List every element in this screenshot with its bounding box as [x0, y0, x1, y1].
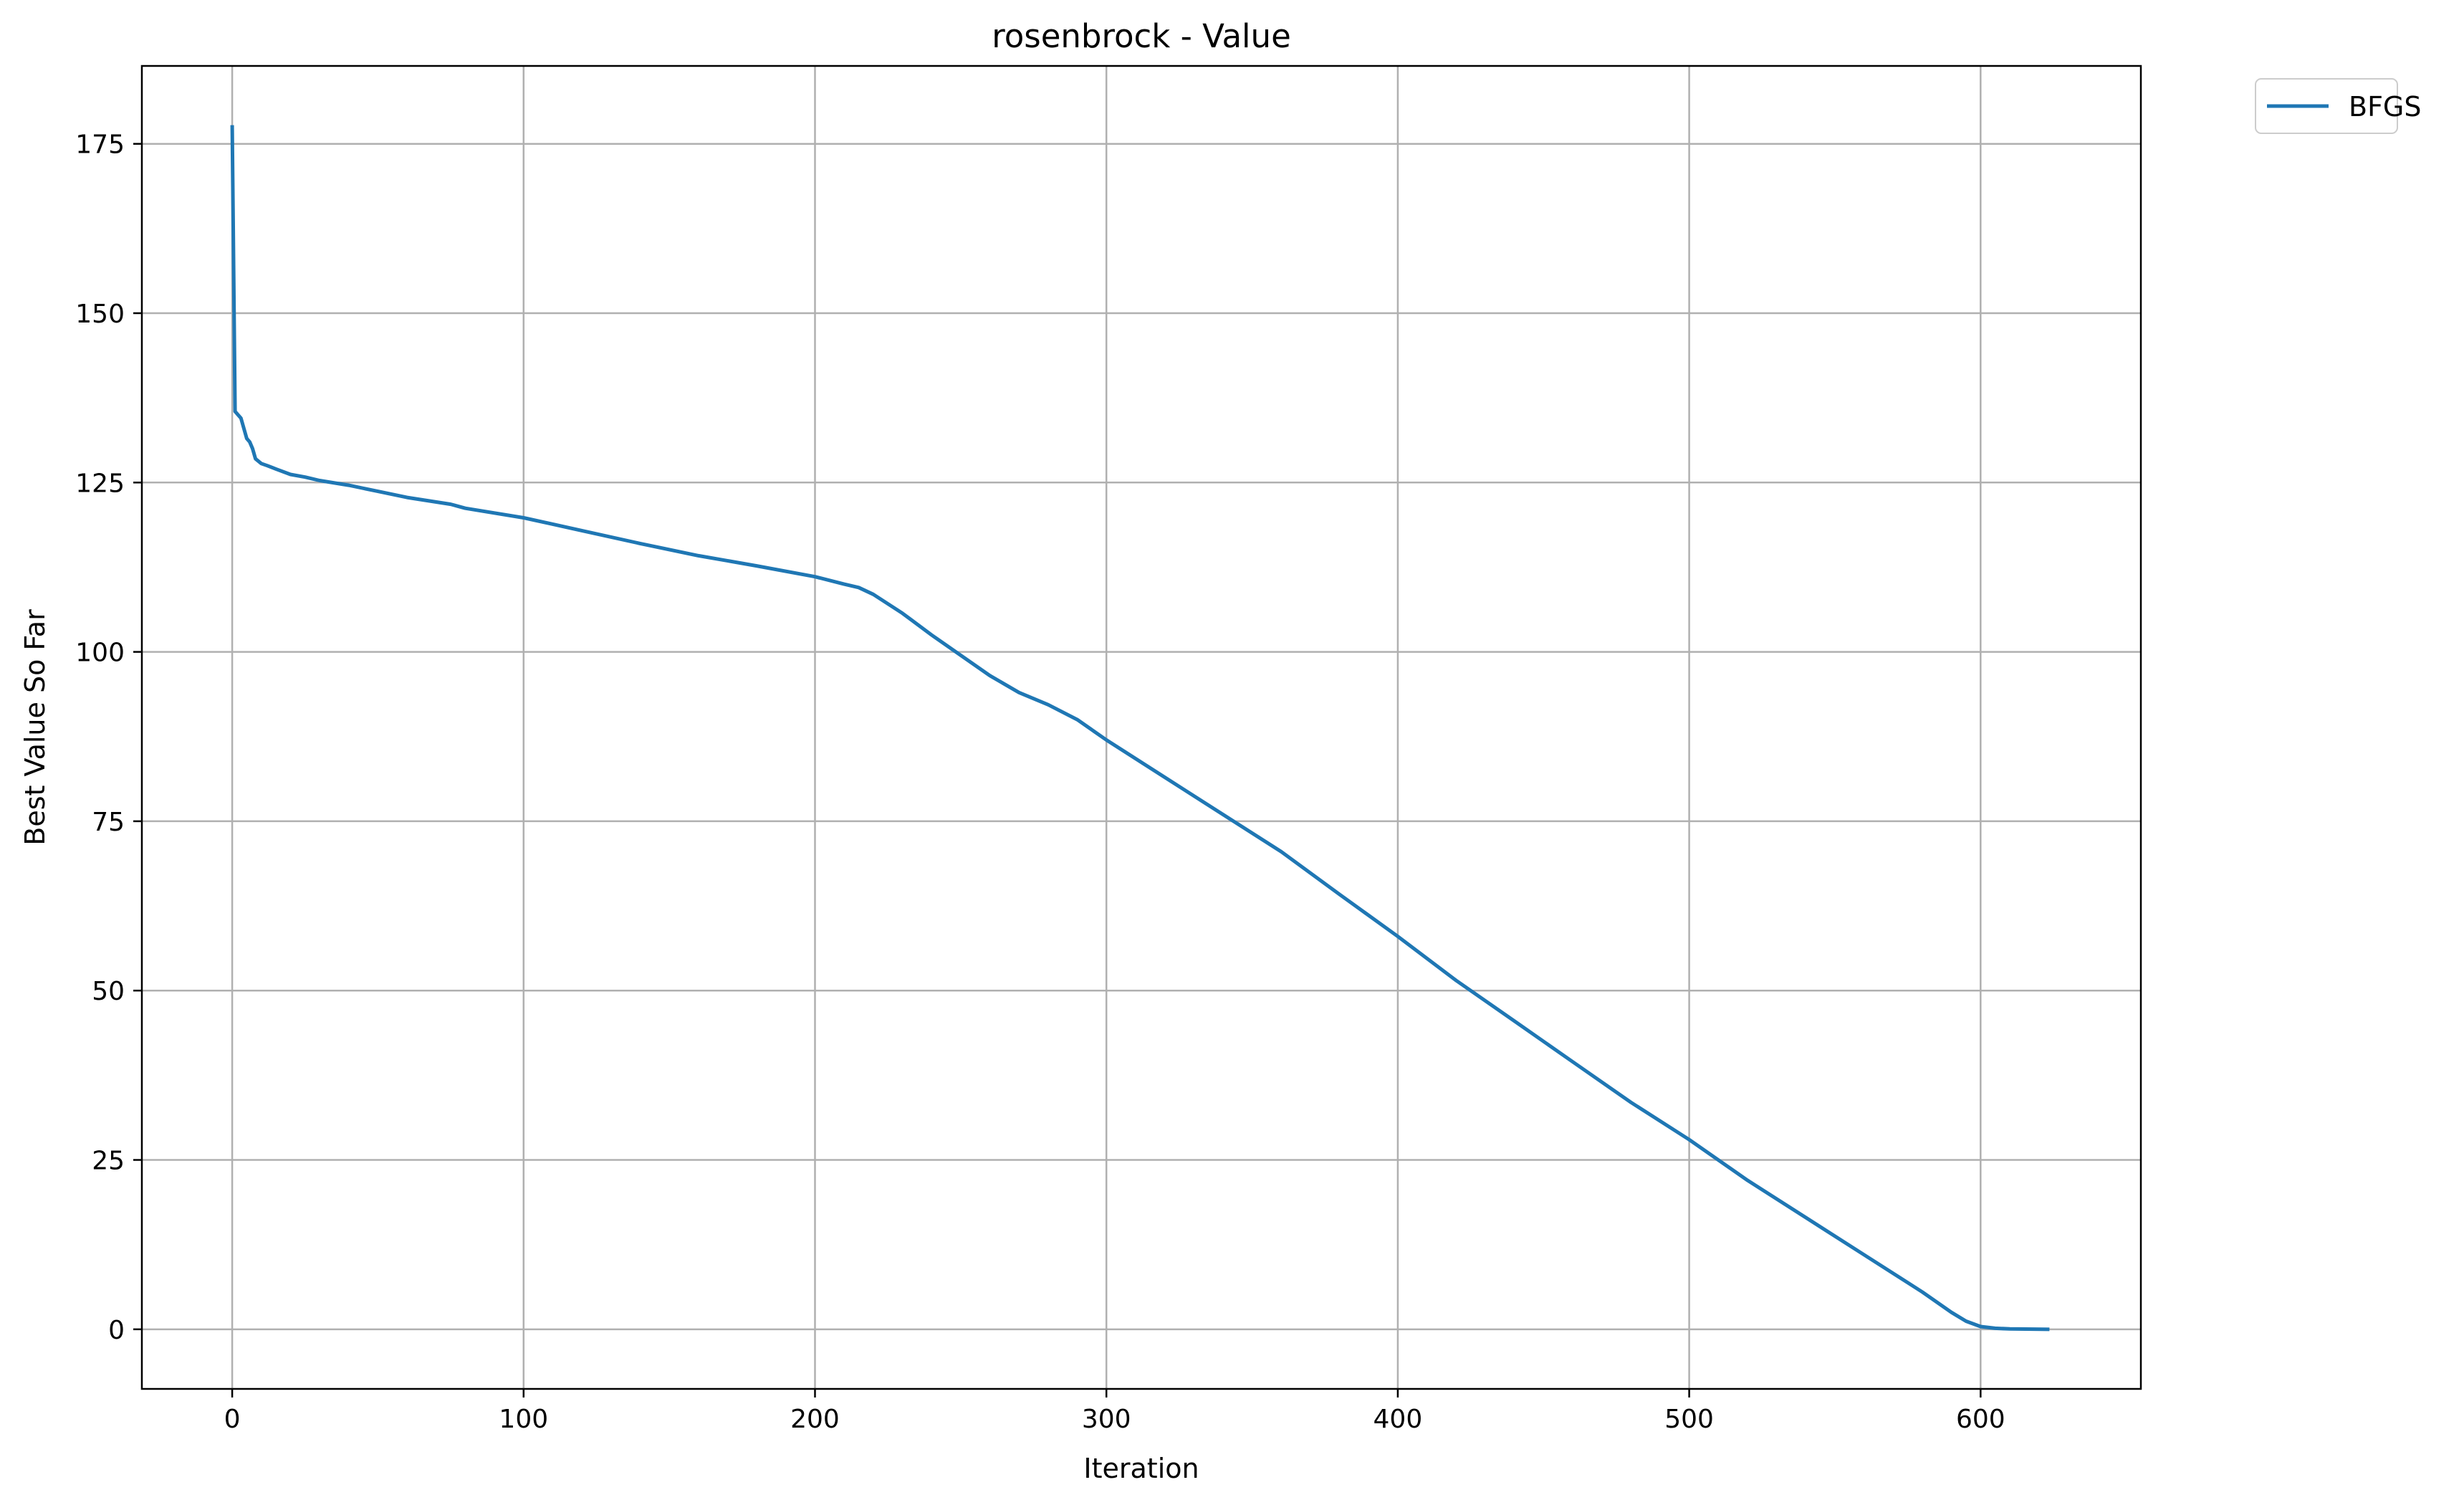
y-tick-label: 75 — [92, 808, 125, 837]
chart-title: rosenbrock - Value — [992, 17, 1291, 55]
plot-frame — [140, 64, 2142, 1390]
x-tick-label: 100 — [499, 1405, 548, 1434]
x-tick-label: 500 — [1664, 1405, 1714, 1434]
grid-lines — [142, 66, 2141, 1389]
y-tick-label: 175 — [75, 130, 125, 160]
axis-ticks: 0 100 200 300 400 500 600 0 25 50 75 100 125 150 175 — [75, 130, 2005, 1434]
y-tick-label: 125 — [75, 469, 125, 498]
x-tick-label: 400 — [1374, 1405, 1423, 1434]
x-tick-label: 300 — [1082, 1405, 1131, 1434]
x-tick-label: 600 — [1956, 1405, 2005, 1434]
legend-entry-bfgs: BFGS — [2349, 91, 2422, 123]
y-tick-label: 50 — [92, 977, 125, 1006]
y-tick-label: 100 — [75, 639, 125, 668]
series-layer — [230, 125, 2050, 1332]
x-axis-label: Iteration — [1083, 1453, 1199, 1484]
y-tick-label: 25 — [92, 1147, 125, 1176]
y-tick-label: 150 — [75, 300, 125, 329]
y-tick-label: 0 — [108, 1316, 125, 1345]
y-axis-label: Best Value So Far — [19, 609, 51, 846]
x-tick-label: 200 — [790, 1405, 840, 1434]
legend: BFGS — [2255, 78, 2422, 134]
x-tick-label: 0 — [224, 1405, 241, 1434]
series-line-bfgs — [230, 125, 2050, 1332]
